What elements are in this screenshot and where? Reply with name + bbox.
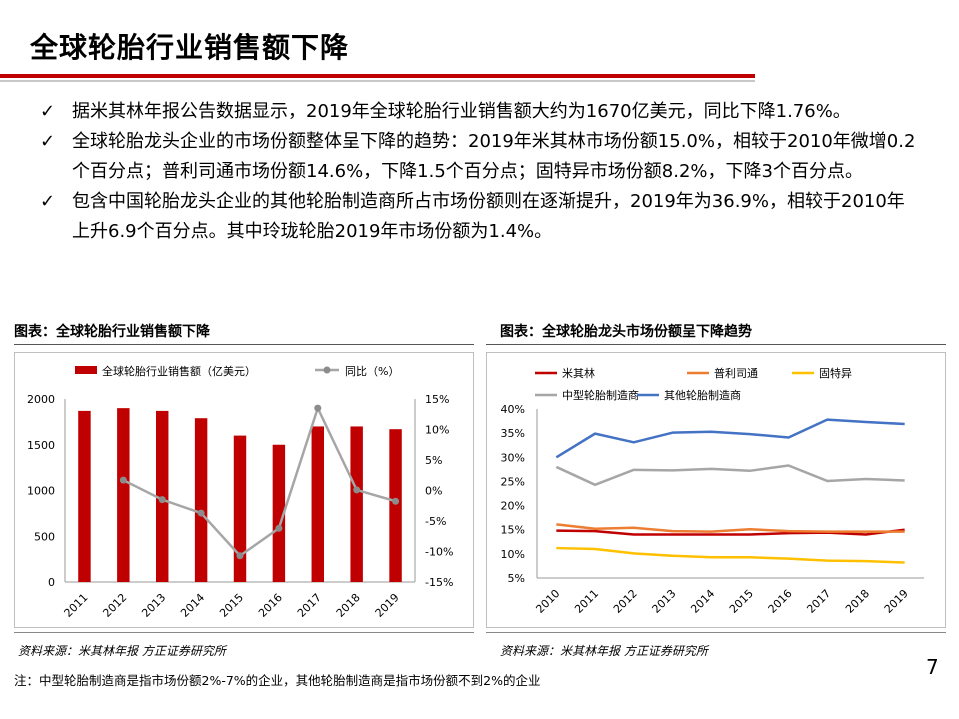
- title-underline-red: [0, 74, 755, 78]
- left-y-tick-label: 2000: [27, 393, 55, 406]
- yoy-point: [353, 486, 361, 494]
- share-chart-panel: 5% 10% 15% 20% 25% 30% 35% 40% 2010 2011 2012 2013 2…: [486, 352, 946, 628]
- x-tick-label: 2014: [688, 587, 717, 616]
- right-y-tick-label: 15%: [425, 393, 449, 406]
- yoy-point: [119, 476, 127, 484]
- series-line: [555, 464, 905, 487]
- legend-label-yoy: 同比（%）: [345, 365, 399, 378]
- sales-bar: [311, 426, 324, 582]
- yoy-line: [122, 404, 396, 558]
- x-tick-label: 2017: [804, 587, 833, 616]
- left-chart-caption: 图表：全球轮胎行业销售额下降: [14, 324, 210, 340]
- series-line: [555, 418, 905, 459]
- sales-bar: [194, 418, 208, 582]
- sales-bar: [389, 429, 402, 582]
- legend-label: 固特异: [819, 366, 852, 380]
- left-y-tick-label: 0: [48, 576, 55, 589]
- share-chart: 5% 10% 15% 20% 25% 30% 35% 40% 2010 2011 2012 2013 2…: [501, 366, 924, 616]
- check-icon: ✓: [40, 191, 56, 212]
- right-y-tick-label: 5%: [425, 454, 442, 467]
- right-y-tick-label: -5%: [425, 515, 446, 528]
- legend-label: 普利司通: [714, 366, 758, 380]
- x-tick-label: 2014: [178, 591, 207, 620]
- sales-bar: [272, 444, 286, 582]
- legend-label: 中型轮胎制造商: [562, 388, 639, 402]
- bullet-list: ✓ 据米其林年报公告数据显示，2019年全球轮胎行业销售额大约为1670亿美元，…: [40, 97, 920, 247]
- y-tick-label: 20%: [501, 500, 525, 513]
- legend-swatch-sales: [75, 366, 97, 374]
- yoy-point: [314, 404, 322, 412]
- y-tick-label: 5%: [508, 572, 525, 585]
- bullet-item: ✓ 全球轮胎龙头企业的市场份额整体呈下降的趋势：2019年米其林市场份额15.0…: [40, 127, 920, 187]
- right-source: 资料来源：米其林年报 方正证券研究所: [500, 644, 708, 658]
- left-y-tick-label: 500: [34, 530, 55, 543]
- sales-chart: 0 500 1000 1500 2000 -15% -10% -5% 0% 5% 10% 15% 201…: [27, 364, 453, 620]
- page-title: 全球轮胎行业销售额下降: [30, 31, 350, 64]
- right-source-rule: [486, 632, 946, 633]
- x-tick-label: 2016: [766, 587, 795, 616]
- y-tick-label: 15%: [501, 524, 525, 537]
- x-tick-label: 2019: [882, 587, 911, 616]
- right-y-tick-label: 10%: [425, 424, 449, 437]
- x-tick-label: 2011: [62, 591, 91, 620]
- series-line: [556, 523, 905, 533]
- legend-label: 米其林: [562, 366, 595, 380]
- bullet-text: 据米其林年报公告数据显示，2019年全球轮胎行业销售额大约为1670亿美元，同比…: [72, 101, 851, 122]
- bullet-text: 全球轮胎龙头企业的市场份额整体呈下降的趋势：2019年米其林市场份额15.0%，…: [72, 131, 916, 182]
- x-tick-label: 2018: [843, 587, 872, 616]
- left-caption-rule: [14, 344, 474, 345]
- check-icon: ✓: [40, 131, 56, 152]
- y-tick-label: 30%: [501, 451, 525, 464]
- right-chart-caption: 图表：全球轮胎龙头市场份额呈下降趋势: [500, 324, 752, 340]
- series-line: [556, 546, 905, 564]
- x-tick-label: 2015: [217, 591, 246, 620]
- sales-bar: [233, 435, 247, 582]
- sales-bar: [117, 408, 130, 582]
- x-tick-label: 2016: [256, 591, 285, 620]
- yoy-point: [275, 524, 283, 532]
- yoy-point: [158, 496, 166, 504]
- x-tick-label: 2012: [100, 591, 129, 620]
- yoy-point: [197, 509, 205, 517]
- x-tick-label: 2017: [295, 591, 324, 620]
- legend-label-sales: 全球轮胎行业销售额（亿美元）: [102, 364, 256, 378]
- check-icon: ✓: [40, 101, 56, 122]
- right-y-tick-label: -10%: [425, 546, 453, 559]
- sales-chart-panel: 0 500 1000 1500 2000 -15% -10% -5% 0% 5% 10% 15% 201…: [14, 352, 474, 628]
- bullet-text: 包含中国轮胎龙头企业的其他轮胎制造商所占市场份额则在逐渐提升，2019年为36.…: [72, 191, 905, 242]
- y-tick-label: 10%: [501, 548, 525, 561]
- y-tick-label: 35%: [501, 427, 525, 440]
- bullet-item: ✓ 据米其林年报公告数据显示，2019年全球轮胎行业销售额大约为1670亿美元，…: [40, 97, 920, 127]
- x-tick-label: 2010: [533, 587, 562, 616]
- y-tick-label: 25%: [501, 475, 525, 488]
- left-source: 资料来源：米其林年报 方正证券研究所: [18, 644, 226, 658]
- right-y-tick-label: -15%: [425, 576, 453, 589]
- y-tick-label: 40%: [501, 403, 525, 416]
- left-y-tick-label: 1000: [27, 485, 55, 498]
- x-tick-label: 2013: [650, 587, 679, 616]
- yoy-point: [236, 552, 244, 560]
- right-y-tick-label: 0%: [425, 485, 442, 498]
- x-tick-label: 2019: [373, 591, 402, 620]
- series-line: [556, 528, 905, 536]
- page-number: 7: [926, 655, 939, 679]
- sales-bar: [350, 426, 363, 582]
- bullet-item: ✓ 包含中国轮胎龙头企业的其他轮胎制造商所占市场份额则在逐渐提升，2019年为3…: [40, 187, 920, 247]
- left-source-rule: [14, 632, 474, 633]
- title-underline-gray: [0, 80, 755, 82]
- legend-marker-yoy: [323, 366, 331, 374]
- x-tick-label: 2012: [611, 587, 640, 616]
- x-tick-label: 2015: [727, 587, 756, 616]
- sales-bar: [78, 410, 91, 582]
- x-tick-label: 2013: [139, 591, 168, 620]
- left-y-tick-label: 1500: [27, 439, 55, 452]
- footnote: 注：中型轮胎制造商是指市场份额2%-7%的企业，其他轮胎制造商是指市场份额不到2…: [14, 673, 541, 688]
- legend-label: 其他轮胎制造商: [664, 388, 741, 402]
- right-caption-rule: [486, 344, 946, 345]
- yoy-point: [392, 497, 400, 505]
- x-tick-label: 2011: [572, 587, 601, 616]
- x-tick-label: 2018: [334, 591, 363, 620]
